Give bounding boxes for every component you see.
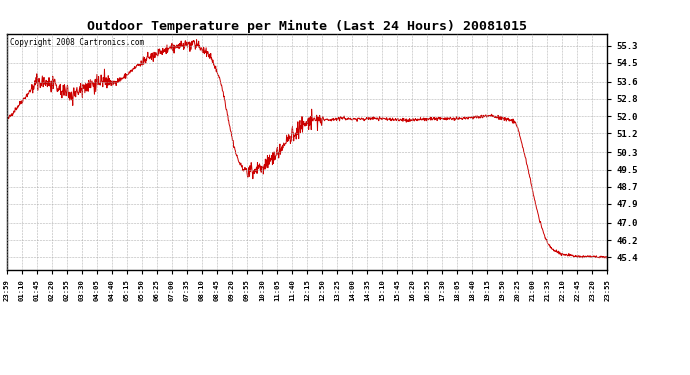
- Title: Outdoor Temperature per Minute (Last 24 Hours) 20081015: Outdoor Temperature per Minute (Last 24 …: [87, 20, 527, 33]
- Text: Copyright 2008 Cartronics.com: Copyright 2008 Cartronics.com: [10, 39, 144, 48]
